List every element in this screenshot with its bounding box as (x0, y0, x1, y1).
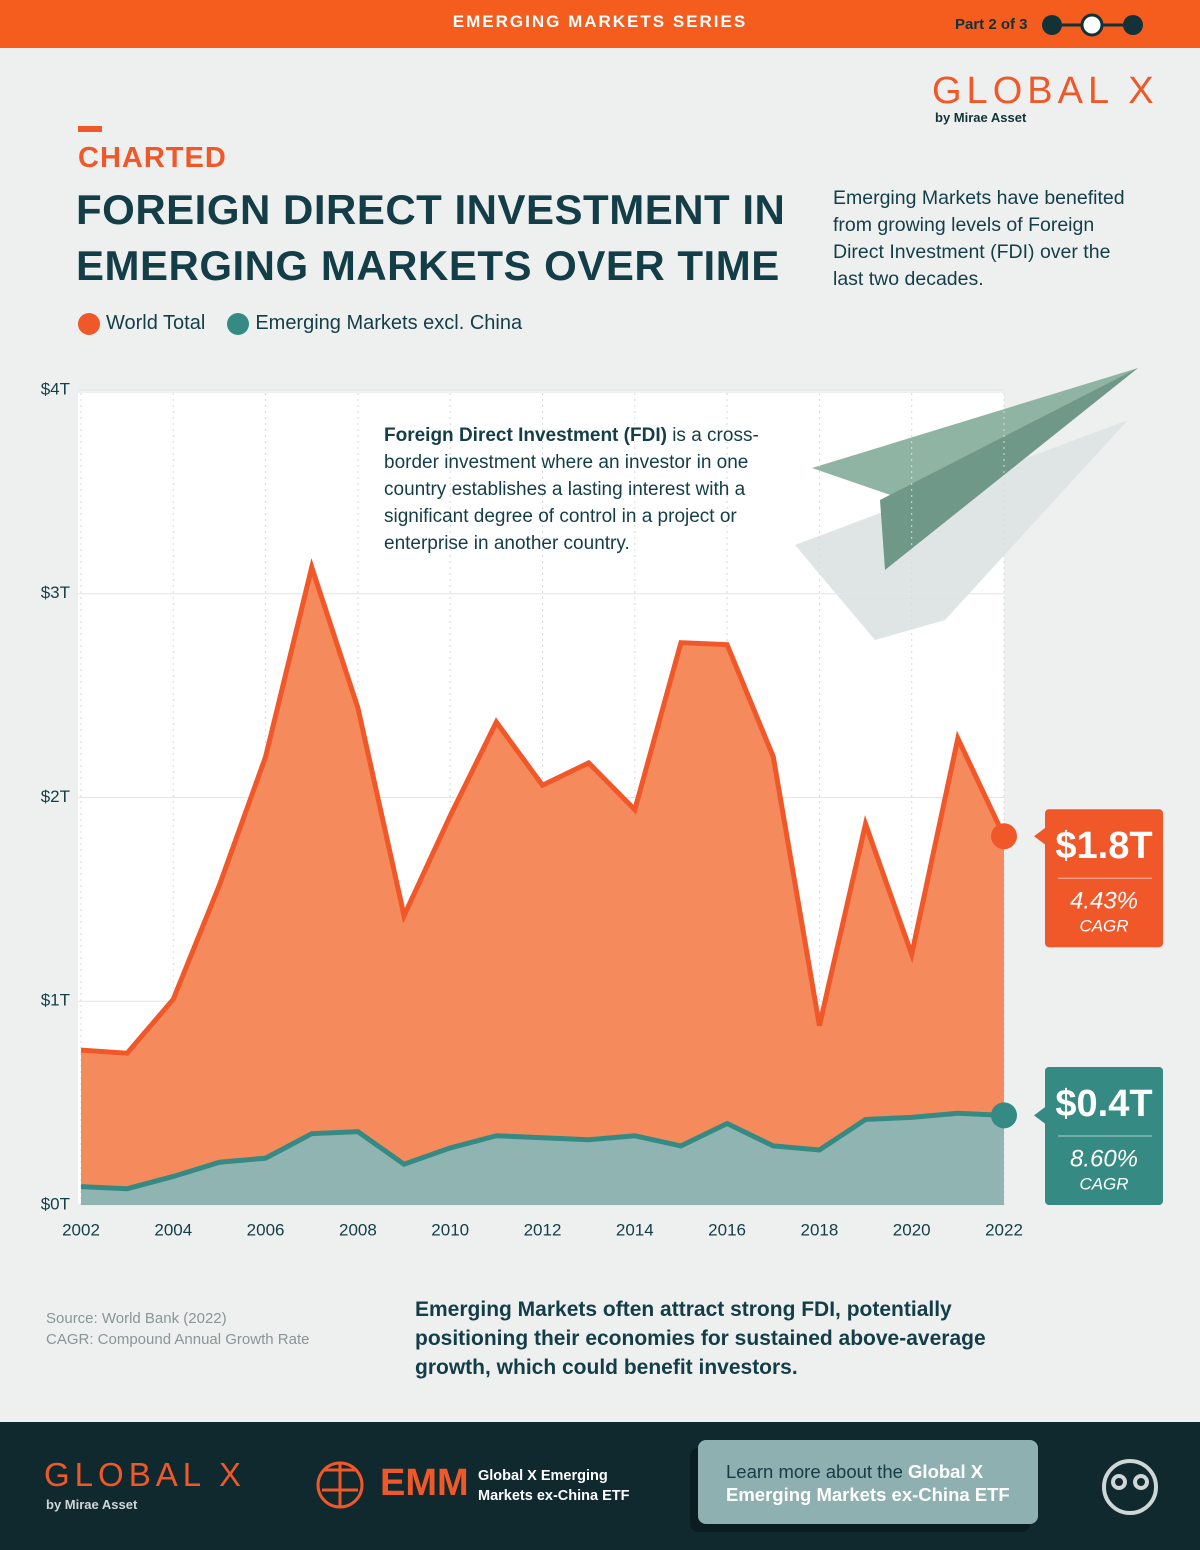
x-tick-label: 2008 (339, 1220, 377, 1239)
cta-fund: Global X Emerging Markets ex-China ETF (726, 1461, 1010, 1505)
y-tick-label: $3T (41, 583, 70, 602)
area (81, 567, 1004, 1205)
x-tick-label: 2018 (800, 1220, 838, 1239)
line (80, 558, 1007, 1056)
definition: Foreign Direct Investment (FDI) is a cro… (384, 422, 804, 557)
plane-body (880, 368, 1138, 570)
line (80, 1110, 1005, 1192)
series-title: EMERGING MARKETS SERIES (452, 12, 748, 31)
x-tick-label: 2014 (616, 1220, 654, 1239)
y-tick-label: $1T (41, 991, 70, 1010)
x-tick-label: 2012 (524, 1220, 562, 1239)
value-label: $0.4T (1055, 1083, 1152, 1125)
x-tick-label: 2022 (985, 1220, 1023, 1239)
legend: World Total Emerging Markets excl. China (78, 312, 522, 335)
definition-term: Foreign Direct Investment (FDI) (384, 425, 667, 446)
legend-item: World Total (78, 312, 205, 335)
part-indicator: Part 2 of 3 (955, 16, 1028, 33)
conclusion: Emerging Markets often attract strong FD… (415, 1298, 986, 1379)
progress-dots (1042, 13, 1143, 37)
cta-lead: Learn more about the (726, 1461, 903, 1482)
cagr-value: 8.60% (1070, 1145, 1138, 1172)
end-point (991, 823, 1017, 850)
label-pointer (1034, 1106, 1046, 1125)
source: Source: World Bank (2022) (46, 1310, 227, 1327)
legend-swatch (78, 312, 100, 335)
cagr-value: 4.43% (1070, 888, 1138, 915)
fund-name: Global X Emerging Markets ex-China ETF (478, 1468, 630, 1504)
x-tick-label: 2020 (893, 1220, 931, 1239)
x-tick-label: 2006 (247, 1220, 285, 1239)
header-bar (0, 0, 1200, 48)
x-tick-label: 2004 (154, 1220, 192, 1239)
label-pointer (1034, 827, 1046, 846)
definition-text: is a cross-border investment where an in… (384, 425, 759, 554)
x-tick-label: 2016 (708, 1220, 746, 1239)
footer-icon (1102, 1459, 1158, 1515)
kicker: CHARTED (78, 142, 227, 174)
legend-label: Emerging Markets excl. China (255, 312, 523, 334)
x-tick-label: 2002 (62, 1220, 100, 1239)
fund-ticker: EMM (380, 1462, 469, 1504)
notes: Source: World Bank (2022) CAGR: Compound … (46, 1308, 309, 1350)
footer-byline: by Mirae Asset (46, 1497, 138, 1512)
y-tick-label: $2T (41, 787, 70, 806)
legend-swatch (227, 312, 250, 335)
footer-logo: GLOBAL X (44, 1456, 247, 1493)
emm-icon (316, 1461, 364, 1509)
cta-button[interactable] (698, 1440, 1038, 1524)
cagr-note: CAGR: Compound Annual Growth Rate (46, 1331, 310, 1348)
y-tick-label: $0T (41, 1194, 70, 1213)
cagr-caption: CAGR (1079, 1174, 1128, 1193)
logo: GLOBAL X (932, 70, 1159, 112)
title: FOREIGN DIRECT INVESTMENT IN EMERGING MA… (76, 186, 786, 289)
cagr-caption: CAGR (1079, 917, 1128, 936)
kicker-dash (78, 126, 102, 132)
y-tick-label: $4T (41, 379, 70, 398)
plot (78, 368, 1138, 1206)
plane-shadow (795, 420, 1128, 640)
plane-illustration (795, 368, 1138, 640)
x-tick-label: 2010 (431, 1220, 469, 1239)
plane-wing (812, 368, 1138, 512)
cta-text[interactable]: Learn more about the Global X Emerging M… (726, 1460, 1026, 1506)
logo-byline: by Mirae Asset (935, 110, 1027, 125)
legend-item: Emerging Markets excl. China (227, 312, 522, 335)
end-point (991, 1102, 1017, 1129)
legend-label: World Total (106, 312, 206, 334)
value-label: $1.8T (1055, 825, 1152, 867)
intro: Emerging Markets have benefited from gro… (833, 187, 1125, 290)
